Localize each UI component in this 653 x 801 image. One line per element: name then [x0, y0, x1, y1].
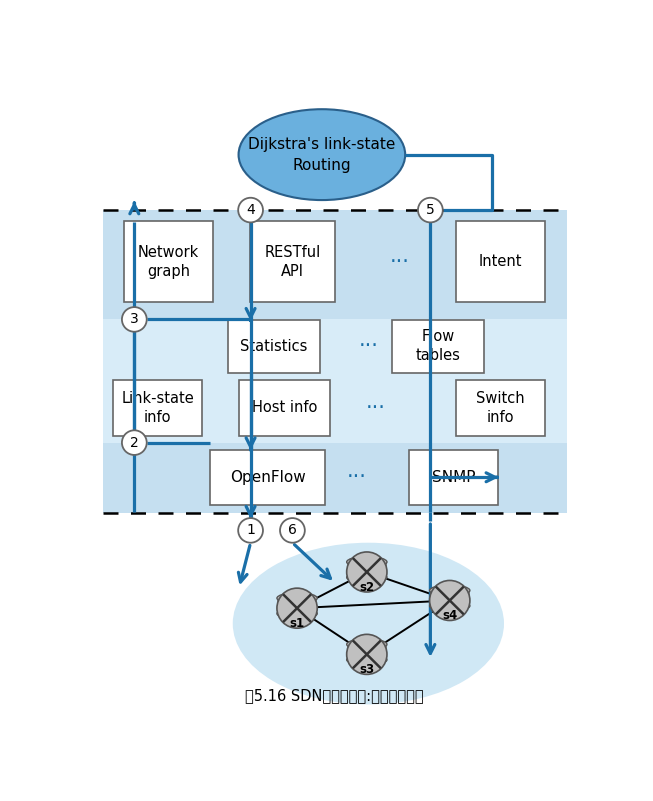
Text: Statistics: Statistics — [240, 339, 308, 354]
FancyBboxPatch shape — [250, 221, 335, 302]
Circle shape — [277, 588, 317, 628]
Circle shape — [347, 552, 387, 592]
Circle shape — [122, 430, 147, 455]
FancyBboxPatch shape — [103, 320, 567, 443]
Text: SNMP: SNMP — [432, 469, 475, 485]
Text: Link-state
info: Link-state info — [121, 391, 194, 425]
FancyBboxPatch shape — [103, 443, 567, 513]
Circle shape — [347, 634, 387, 674]
Ellipse shape — [430, 585, 470, 596]
Circle shape — [418, 198, 443, 223]
Text: 4: 4 — [246, 203, 255, 217]
Text: Flow
tables: Flow tables — [416, 329, 460, 364]
FancyBboxPatch shape — [430, 590, 470, 606]
Ellipse shape — [238, 109, 406, 200]
Circle shape — [280, 518, 305, 543]
Text: s3: s3 — [359, 663, 374, 676]
FancyBboxPatch shape — [456, 221, 545, 302]
Ellipse shape — [277, 608, 317, 619]
FancyBboxPatch shape — [456, 380, 545, 436]
Text: OpenFlow: OpenFlow — [230, 469, 306, 485]
Circle shape — [238, 518, 263, 543]
Text: Dijkstra's link-state
Routing: Dijkstra's link-state Routing — [248, 137, 396, 173]
Ellipse shape — [232, 543, 504, 704]
Text: Host info: Host info — [252, 400, 317, 416]
Text: s1: s1 — [289, 617, 305, 630]
Text: ···: ··· — [366, 398, 386, 418]
Text: s4: s4 — [442, 610, 457, 622]
Ellipse shape — [347, 557, 387, 567]
FancyBboxPatch shape — [409, 449, 498, 505]
Text: Switch
info: Switch info — [476, 391, 524, 425]
FancyBboxPatch shape — [103, 210, 567, 320]
Text: Network
graph: Network graph — [138, 244, 199, 279]
FancyBboxPatch shape — [228, 320, 319, 372]
FancyBboxPatch shape — [347, 644, 387, 660]
Text: ···: ··· — [358, 336, 378, 356]
Text: RESTful
API: RESTful API — [264, 244, 321, 279]
Text: 6: 6 — [288, 523, 297, 537]
Text: 图5.16 SDN控制器场景:链路状态变化: 图5.16 SDN控制器场景:链路状态变化 — [245, 688, 424, 702]
Text: 5: 5 — [426, 203, 435, 217]
FancyBboxPatch shape — [124, 221, 213, 302]
Circle shape — [430, 581, 470, 621]
FancyBboxPatch shape — [210, 449, 325, 505]
FancyBboxPatch shape — [392, 320, 484, 372]
Text: Intent: Intent — [479, 254, 522, 269]
Ellipse shape — [347, 572, 387, 583]
Text: 2: 2 — [130, 436, 138, 449]
Text: ···: ··· — [347, 467, 367, 487]
Text: ···: ··· — [389, 252, 409, 272]
Ellipse shape — [430, 601, 470, 611]
FancyBboxPatch shape — [277, 598, 317, 614]
Text: s2: s2 — [359, 581, 374, 594]
Text: 3: 3 — [130, 312, 138, 327]
FancyBboxPatch shape — [113, 380, 202, 436]
Circle shape — [122, 307, 147, 332]
Ellipse shape — [347, 639, 387, 650]
Circle shape — [238, 198, 263, 223]
FancyBboxPatch shape — [347, 562, 387, 578]
Ellipse shape — [277, 593, 317, 603]
Text: 1: 1 — [246, 523, 255, 537]
FancyBboxPatch shape — [239, 380, 330, 436]
Ellipse shape — [347, 654, 387, 665]
